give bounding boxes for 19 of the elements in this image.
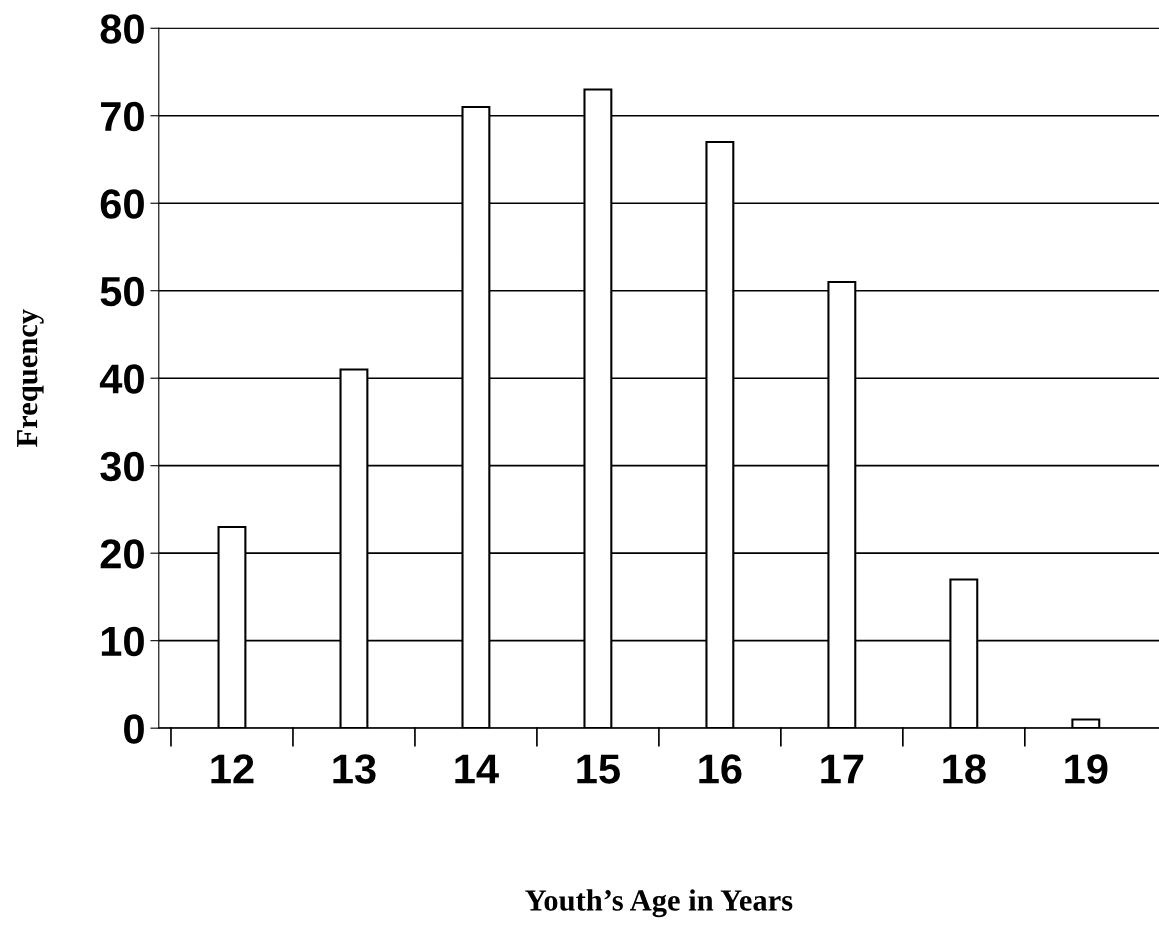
x-tick-label: 13: [333, 754, 376, 784]
y-tick-label: 0: [124, 714, 144, 744]
x-tick-label: 17: [821, 754, 864, 784]
y-tick-label: 10: [101, 626, 144, 657]
x-tick-label: 18: [943, 754, 986, 784]
y-tick-label: 60: [100, 189, 144, 219]
y-tick-label: 40: [99, 364, 144, 394]
y-tick-label: 30: [100, 451, 144, 482]
x-axis-title: Youth’s Age in Years: [525, 889, 793, 918]
y-tick-label: 50: [100, 276, 144, 307]
x-tick-label: 15: [577, 754, 620, 784]
x-tick-label: 12: [211, 754, 254, 784]
x-tick-label: 16: [699, 754, 742, 784]
x-tick-label: 19: [1065, 754, 1108, 784]
x-tick-label: 14: [455, 754, 499, 784]
y-tick-label: 80: [100, 14, 144, 44]
y-axis-title: Frequency: [17, 309, 44, 448]
y-tick-label: 20: [100, 539, 144, 569]
y-tick-label: 70: [101, 101, 144, 132]
